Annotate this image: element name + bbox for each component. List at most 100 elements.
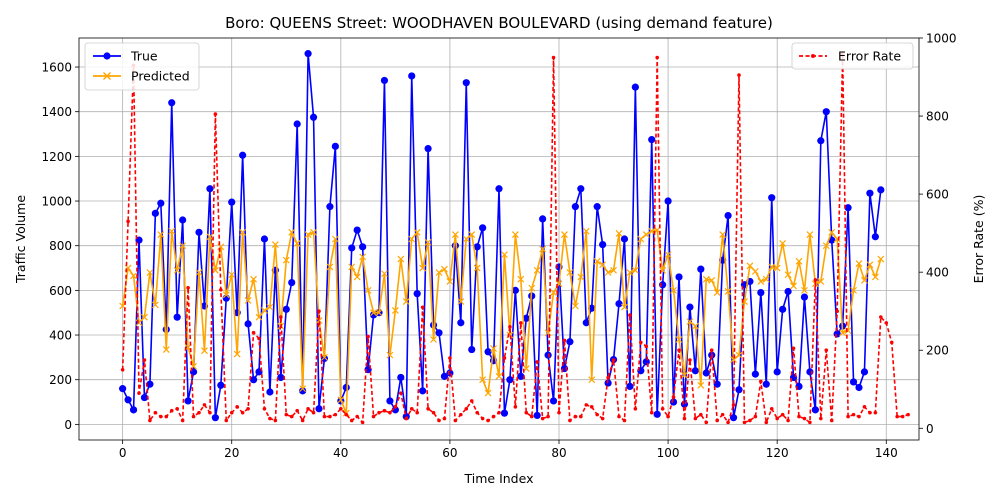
true-point	[631, 83, 639, 91]
y-tick-label: 600	[49, 284, 72, 298]
predicted-point	[528, 284, 536, 292]
predicted-point	[397, 255, 405, 263]
predicted-point	[828, 228, 836, 236]
predicted-point	[151, 301, 159, 309]
error-rate-point	[431, 410, 436, 415]
predicted-point	[642, 231, 650, 238]
predicted-point	[321, 353, 328, 361]
predicted-point	[419, 264, 427, 272]
error-rate-point	[360, 420, 365, 425]
error-rate-point	[328, 414, 332, 419]
predicted-point	[326, 263, 334, 271]
predicted-point	[130, 272, 137, 280]
true-point	[751, 370, 759, 378]
true-point	[179, 216, 187, 224]
predicted-point	[757, 278, 765, 285]
predicted-point	[430, 336, 437, 343]
predicted-point	[370, 309, 377, 317]
predicted-point	[577, 273, 585, 281]
predicted-point	[571, 302, 579, 310]
true-point	[359, 243, 367, 251]
error-rate-point	[715, 418, 719, 423]
error-rate-point	[480, 416, 485, 421]
error-rate-point	[355, 414, 359, 419]
error-rate-point	[797, 414, 801, 419]
predicted-point	[408, 235, 416, 243]
true-point	[686, 303, 694, 311]
true-point	[549, 397, 558, 405]
true-point	[680, 400, 689, 408]
error-rate-point	[573, 414, 578, 419]
true-point	[184, 397, 192, 405]
error-rate-point	[284, 412, 289, 417]
error-rate-point	[142, 358, 147, 362]
error-rate-point	[731, 403, 736, 407]
error-rate-point	[399, 391, 403, 395]
error-rate-point	[153, 410, 158, 415]
true-point	[479, 224, 487, 232]
predicted-point	[719, 231, 727, 238]
error-rate-point	[589, 405, 594, 409]
error-rate-point	[311, 410, 316, 415]
error-rate-point	[628, 313, 632, 317]
predicted-point	[670, 286, 677, 294]
predicted-point	[288, 228, 296, 236]
error-rate-point	[464, 406, 469, 411]
predicted-point	[713, 289, 721, 297]
error-rate-point	[884, 321, 889, 325]
y2-tick-label: 0	[926, 422, 934, 436]
predicted-point	[162, 346, 170, 353]
true-point	[675, 273, 683, 281]
true-point	[380, 76, 389, 85]
predicted-point	[817, 278, 825, 285]
error-rate-point	[709, 348, 714, 353]
error-rate-point	[448, 356, 452, 360]
error-rate-point	[159, 414, 163, 419]
true-point	[593, 203, 601, 211]
true-point	[228, 198, 236, 206]
legend-right: Error Rate	[791, 42, 914, 70]
true-point	[282, 305, 290, 313]
error-rate-point	[660, 406, 665, 411]
predicted-point	[702, 275, 710, 283]
error-rate-point	[666, 414, 670, 419]
error-rate-point	[213, 112, 218, 116]
y-tick-label: 1600	[41, 61, 72, 75]
legend-left-box	[84, 42, 200, 91]
predicted-point	[779, 240, 787, 247]
true-point	[440, 372, 449, 380]
error-rate-point	[759, 379, 763, 384]
true-point	[413, 290, 421, 298]
error-rate-point	[529, 414, 534, 419]
error-rate-point	[344, 412, 349, 417]
predicted-point	[855, 260, 863, 267]
true-point	[353, 226, 361, 234]
error-rate-point	[388, 410, 392, 415]
legend-true-marker	[103, 52, 111, 60]
error-rate-point	[120, 367, 125, 372]
true-point	[315, 405, 323, 413]
legend-true-label: True	[130, 49, 158, 64]
error-rate-point	[169, 408, 174, 413]
predicted-point	[271, 241, 279, 249]
error-rate-point	[644, 344, 649, 349]
true-point	[386, 397, 394, 405]
error-rate-point	[557, 410, 561, 415]
error-rate-point	[442, 416, 447, 421]
error-rate-point	[219, 287, 223, 292]
predicted-point	[479, 376, 487, 384]
predicted-point	[621, 303, 628, 311]
true-point	[468, 345, 476, 354]
true-point	[288, 278, 296, 287]
plot-frame	[78, 37, 920, 441]
error-rate-point	[813, 278, 818, 282]
true-point	[244, 320, 252, 328]
true-point	[615, 300, 623, 308]
true-point	[833, 330, 841, 338]
predicted-point	[724, 288, 732, 295]
legend-predicted-label: Predicted	[131, 69, 190, 84]
true-point	[860, 368, 869, 376]
true-point	[648, 136, 656, 144]
true-point	[277, 373, 285, 382]
predicted-point	[511, 231, 519, 238]
